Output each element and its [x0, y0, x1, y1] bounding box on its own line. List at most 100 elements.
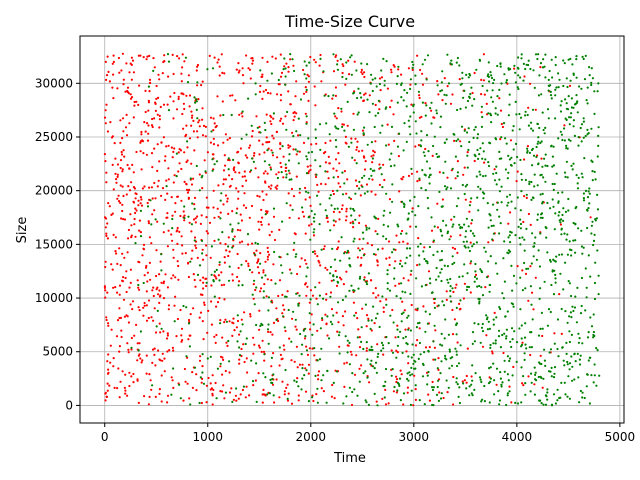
- scatter-point: [520, 324, 523, 327]
- scatter-point: [170, 277, 173, 280]
- scatter-point: [449, 277, 452, 281]
- scatter-point: [480, 93, 483, 96]
- scatter-point: [197, 98, 200, 101]
- scatter-point: [186, 191, 189, 194]
- scatter-point: [187, 338, 190, 341]
- scatter-point: [328, 197, 331, 200]
- scatter-point: [295, 328, 298, 331]
- scatter-point: [287, 146, 290, 149]
- scatter-point: [201, 187, 204, 190]
- scatter-point: [255, 400, 258, 403]
- scatter-point: [541, 111, 544, 114]
- scatter-point: [409, 115, 412, 118]
- scatter-point: [384, 380, 387, 383]
- scatter-point: [214, 275, 217, 278]
- scatter-point: [539, 327, 542, 330]
- scatter-point: [591, 220, 594, 223]
- scatter-point: [251, 129, 254, 133]
- scatter-point: [152, 319, 155, 322]
- scatter-point: [566, 85, 569, 89]
- scatter-point: [307, 216, 310, 219]
- scatter-point: [281, 357, 284, 360]
- scatter-point: [295, 153, 298, 156]
- scatter-point: [455, 353, 458, 356]
- scatter-point: [243, 360, 246, 364]
- scatter-point: [103, 153, 106, 156]
- scatter-point: [307, 151, 310, 154]
- scatter-point: [165, 337, 169, 340]
- scatter-point: [137, 260, 140, 263]
- scatter-point: [231, 273, 234, 276]
- scatter-point: [239, 393, 242, 396]
- scatter-point: [550, 366, 553, 369]
- scatter-point: [198, 173, 201, 176]
- scatter-point: [256, 266, 260, 269]
- scatter-point: [535, 379, 538, 382]
- scatter-point: [458, 401, 461, 405]
- scatter-point: [391, 368, 394, 371]
- scatter-point: [563, 381, 566, 384]
- scatter-point: [473, 275, 477, 278]
- scatter-point: [400, 82, 403, 85]
- scatter-point: [345, 361, 348, 364]
- scatter-point: [166, 192, 169, 195]
- scatter-point: [241, 323, 244, 326]
- scatter-point: [532, 154, 536, 157]
- scatter-point: [269, 187, 272, 190]
- scatter-point: [262, 296, 265, 299]
- scatter-point: [126, 86, 130, 89]
- scatter-point: [162, 231, 165, 234]
- scatter-point: [509, 230, 512, 233]
- scatter-point: [537, 140, 540, 143]
- scatter-point: [212, 189, 215, 192]
- scatter-point: [145, 290, 148, 293]
- scatter-point: [407, 314, 410, 317]
- scatter-point: [196, 215, 199, 218]
- scatter-point: [402, 403, 405, 406]
- scatter-point: [339, 58, 342, 61]
- scatter-point: [199, 222, 202, 225]
- scatter-point: [309, 168, 312, 171]
- scatter-point: [190, 230, 193, 233]
- scatter-point: [183, 214, 186, 217]
- scatter-point: [155, 84, 158, 88]
- scatter-point: [121, 203, 124, 206]
- scatter-point: [521, 269, 524, 272]
- scatter-point: [164, 198, 167, 201]
- scatter-point: [260, 276, 264, 279]
- scatter-point: [332, 219, 335, 222]
- scatter-point: [454, 177, 457, 180]
- scatter-point: [270, 184, 273, 187]
- scatter-point: [406, 377, 409, 381]
- scatter-point: [395, 375, 398, 378]
- scatter-point: [534, 53, 538, 56]
- scatter-point: [281, 220, 284, 223]
- scatter-point: [325, 401, 328, 404]
- scatter-point: [308, 347, 311, 350]
- scatter-point: [585, 286, 588, 289]
- scatter-point: [382, 385, 385, 388]
- scatter-point: [331, 189, 334, 193]
- scatter-point: [394, 284, 397, 287]
- scatter-point: [455, 333, 458, 336]
- scatter-point: [103, 116, 107, 119]
- scatter-point: [464, 230, 468, 233]
- scatter-point: [464, 106, 467, 109]
- scatter-point: [366, 98, 369, 101]
- scatter-point: [477, 209, 480, 212]
- scatter-point: [235, 212, 238, 215]
- scatter-point: [227, 254, 230, 258]
- scatter-point: [538, 74, 541, 77]
- scatter-point: [328, 133, 331, 136]
- scatter-point: [205, 254, 208, 257]
- scatter-point: [371, 161, 374, 164]
- scatter-point: [409, 199, 412, 202]
- scatter-point: [560, 100, 563, 103]
- scatter-point: [468, 140, 471, 144]
- scatter-point: [294, 148, 297, 151]
- scatter-point: [188, 137, 192, 140]
- scatter-point: [153, 347, 156, 350]
- scatter-point: [406, 391, 409, 394]
- scatter-point: [326, 216, 329, 219]
- scatter-point: [364, 303, 367, 306]
